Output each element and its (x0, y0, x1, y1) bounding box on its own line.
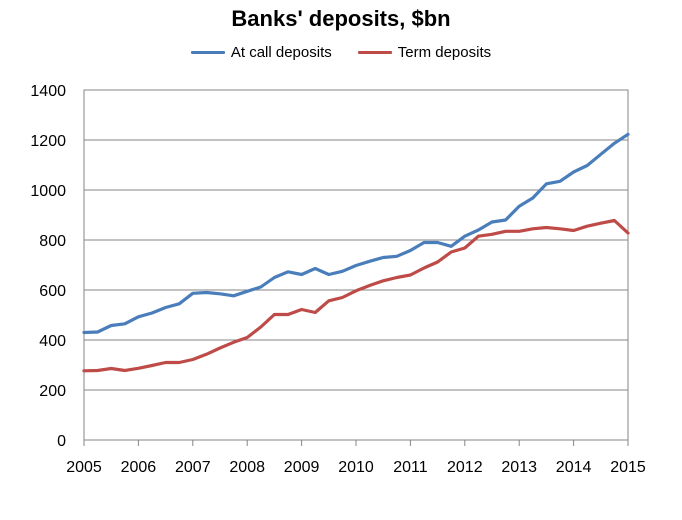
x-tick-label-2011: 2011 (393, 459, 428, 476)
legend-item-term: Term deposits (357, 44, 492, 61)
legend-item-at-call: At call deposits (190, 44, 332, 61)
y-tick-label-600: 600 (39, 283, 66, 300)
chart-title: Banks' deposits, $bn (231, 6, 451, 31)
x-tick-label-2010: 2010 (338, 459, 374, 476)
y-tick-label-1400: 1400 (30, 83, 66, 100)
legend-label-term: Term deposits (397, 44, 492, 61)
x-tick-label-2009: 2009 (284, 459, 320, 476)
legend-swatch-at-call (190, 51, 225, 54)
y-tick-label-200: 200 (39, 383, 66, 400)
x-tick-label-2006: 2006 (121, 459, 157, 476)
x-tick-label-2005: 2005 (66, 459, 102, 476)
legend-label-at-call: At call deposits (230, 44, 332, 61)
x-tick-label-2008: 2008 (229, 459, 265, 476)
x-tick-label-2013: 2013 (501, 459, 537, 476)
x-tick-label-2015: 2015 (610, 459, 646, 476)
series-line-at-call (82, 132, 630, 335)
y-tick-label-1000: 1000 (30, 183, 66, 200)
legend: At call deposits Term deposits (0, 44, 682, 61)
x-tick-label-2012: 2012 (447, 459, 483, 476)
legend-swatch-term (357, 51, 392, 54)
y-tick-label-1200: 1200 (30, 133, 66, 150)
series-line-term (82, 218, 630, 373)
x-tick-label-2014: 2014 (556, 459, 592, 476)
y-tick-label-400: 400 (39, 333, 66, 350)
x-tick-label-2007: 2007 (175, 459, 211, 476)
y-tick-label-0: 0 (57, 433, 66, 450)
y-tick-label-800: 800 (39, 233, 66, 250)
